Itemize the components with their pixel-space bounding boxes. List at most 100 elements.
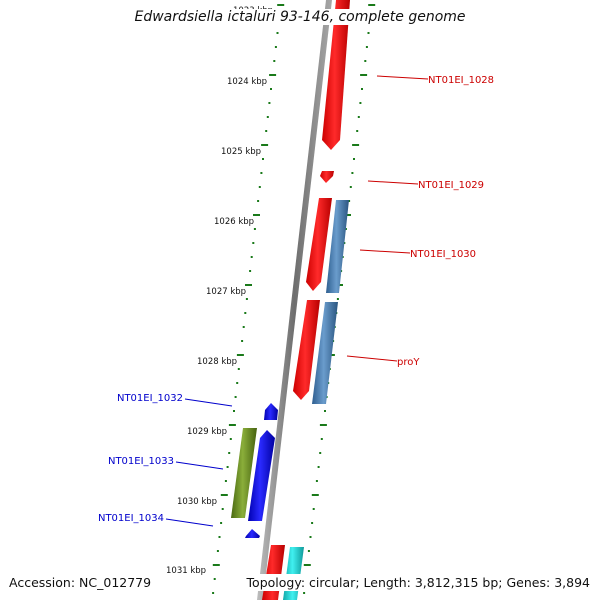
ruler-tick xyxy=(228,424,236,426)
ruler-tick xyxy=(317,466,320,468)
topology-value: circular xyxy=(309,575,356,590)
gene-label-nt01ei-1028[interactable]: NT01EI_1028 xyxy=(428,75,494,86)
ruler-tick xyxy=(262,158,264,160)
ruler-label: 1025 kbp xyxy=(221,147,261,157)
ruler-tick xyxy=(270,88,272,90)
ruler-label: 1024 kbp xyxy=(227,77,267,87)
ruler-tick xyxy=(273,60,276,62)
ruler-tick xyxy=(307,550,310,552)
genome-title: Edwardsiella ictaluri 93-146, complete g… xyxy=(0,9,600,25)
ruler-tick xyxy=(213,578,216,580)
ruler-tick xyxy=(265,130,268,132)
gene-label-proy[interactable]: proY xyxy=(397,357,420,368)
accession-label: Accession: xyxy=(9,575,76,590)
ruler-tick xyxy=(336,298,339,300)
ruler-tick xyxy=(220,494,228,496)
ruler-tick xyxy=(268,102,271,104)
length-value: 3,812,315 bp xyxy=(414,575,499,590)
ruler-tick xyxy=(212,564,220,566)
ruler-tick xyxy=(344,228,347,230)
ruler-tick xyxy=(260,172,263,174)
gene-nt01ei-1028[interactable] xyxy=(322,0,350,150)
ruler-tick xyxy=(257,200,260,202)
gene-nt01ei-1034[interactable] xyxy=(245,529,260,538)
ruler-tick xyxy=(361,88,363,90)
ruler-tick xyxy=(351,172,354,174)
ruler-tick xyxy=(311,494,319,496)
gene-label-nt01ei-1033[interactable]: NT01EI_1033 xyxy=(108,456,174,467)
ruler-tick xyxy=(356,130,359,132)
topology-label: Topology: xyxy=(246,575,306,590)
ruler-tick xyxy=(252,242,255,244)
ruler-tick xyxy=(242,326,245,328)
gene-nt01ei-1030[interactable] xyxy=(306,198,332,291)
ruler-tick xyxy=(212,592,215,594)
ruler-tick xyxy=(249,270,252,272)
ruler-tick xyxy=(250,256,253,258)
gene-olive[interactable] xyxy=(231,428,257,518)
ruler-label: 1026 kbp xyxy=(214,217,254,227)
leader-line xyxy=(367,180,419,185)
leader-line xyxy=(346,355,398,362)
label-leader-lines xyxy=(165,75,429,527)
ruler-tick xyxy=(344,214,351,216)
gene-proy[interactable] xyxy=(293,300,320,400)
ruler-label: 1028 kbp xyxy=(197,357,237,367)
gene-steel-blue-1[interactable] xyxy=(326,200,349,293)
accession-value: NC_012779 xyxy=(79,575,152,590)
ruler-tick xyxy=(349,186,352,188)
ruler-tick xyxy=(236,354,244,356)
ruler-tick xyxy=(360,74,368,76)
ruler-tick xyxy=(218,536,221,538)
ruler-tick xyxy=(234,396,237,398)
gene-nt01ei-1033[interactable] xyxy=(248,430,275,521)
ruler-tick xyxy=(352,144,360,146)
ruler-tick xyxy=(237,368,240,370)
genome-backbone xyxy=(257,0,332,600)
ruler-tick xyxy=(228,452,231,454)
ruler-tick xyxy=(367,32,370,34)
gene-steel-blue-2[interactable] xyxy=(312,302,338,404)
ruler-tick xyxy=(226,466,229,468)
ruler-tick xyxy=(244,312,247,314)
ruler-tick xyxy=(245,298,248,300)
length-label: Length: xyxy=(363,575,411,590)
gene-nt01ei-1029[interactable] xyxy=(320,171,334,183)
ruler-tick xyxy=(277,4,285,6)
ruler-tick xyxy=(276,32,279,34)
ruler-tick xyxy=(348,200,351,202)
ruler-tick xyxy=(303,592,306,594)
ruler-tick xyxy=(365,46,368,48)
genes-value: 3,894 xyxy=(554,575,590,590)
ruler-tick xyxy=(319,452,322,454)
ruler-tick xyxy=(311,522,314,524)
ruler-tick xyxy=(258,186,261,188)
gene-label-nt01ei-1032[interactable]: NT01EI_1032 xyxy=(117,393,183,404)
gene-nt01ei-1032[interactable] xyxy=(264,403,278,420)
ruler-tick xyxy=(216,550,219,552)
ruler-tick xyxy=(233,410,235,412)
gene-label-nt01ei-1029[interactable]: NT01EI_1029 xyxy=(418,180,484,191)
gene-label-nt01ei-1030[interactable]: NT01EI_1030 xyxy=(410,249,476,260)
leader-line xyxy=(165,518,214,527)
gene-label-nt01ei-1034[interactable]: NT01EI_1034 xyxy=(98,513,164,524)
ruler-label: 1030 kbp xyxy=(177,497,217,507)
ruler-tick xyxy=(266,116,269,118)
ruler-tick xyxy=(324,410,326,412)
ruler-tick xyxy=(236,382,239,384)
ruler-tick xyxy=(269,74,277,76)
ruler-tick xyxy=(319,424,327,426)
ruler-tick xyxy=(320,438,323,440)
ruler-tick xyxy=(368,4,376,6)
leader-line xyxy=(359,249,411,254)
leader-line xyxy=(184,398,233,407)
ruler-tick xyxy=(261,144,269,146)
ruler-tick xyxy=(274,46,277,48)
ruler-tick xyxy=(229,438,232,440)
leader-line xyxy=(376,75,429,80)
ruler-tick xyxy=(253,228,256,230)
genome-stats: Topology: circular; Length: 3,812,315 bp… xyxy=(244,574,592,591)
ruler-tick xyxy=(359,102,362,104)
